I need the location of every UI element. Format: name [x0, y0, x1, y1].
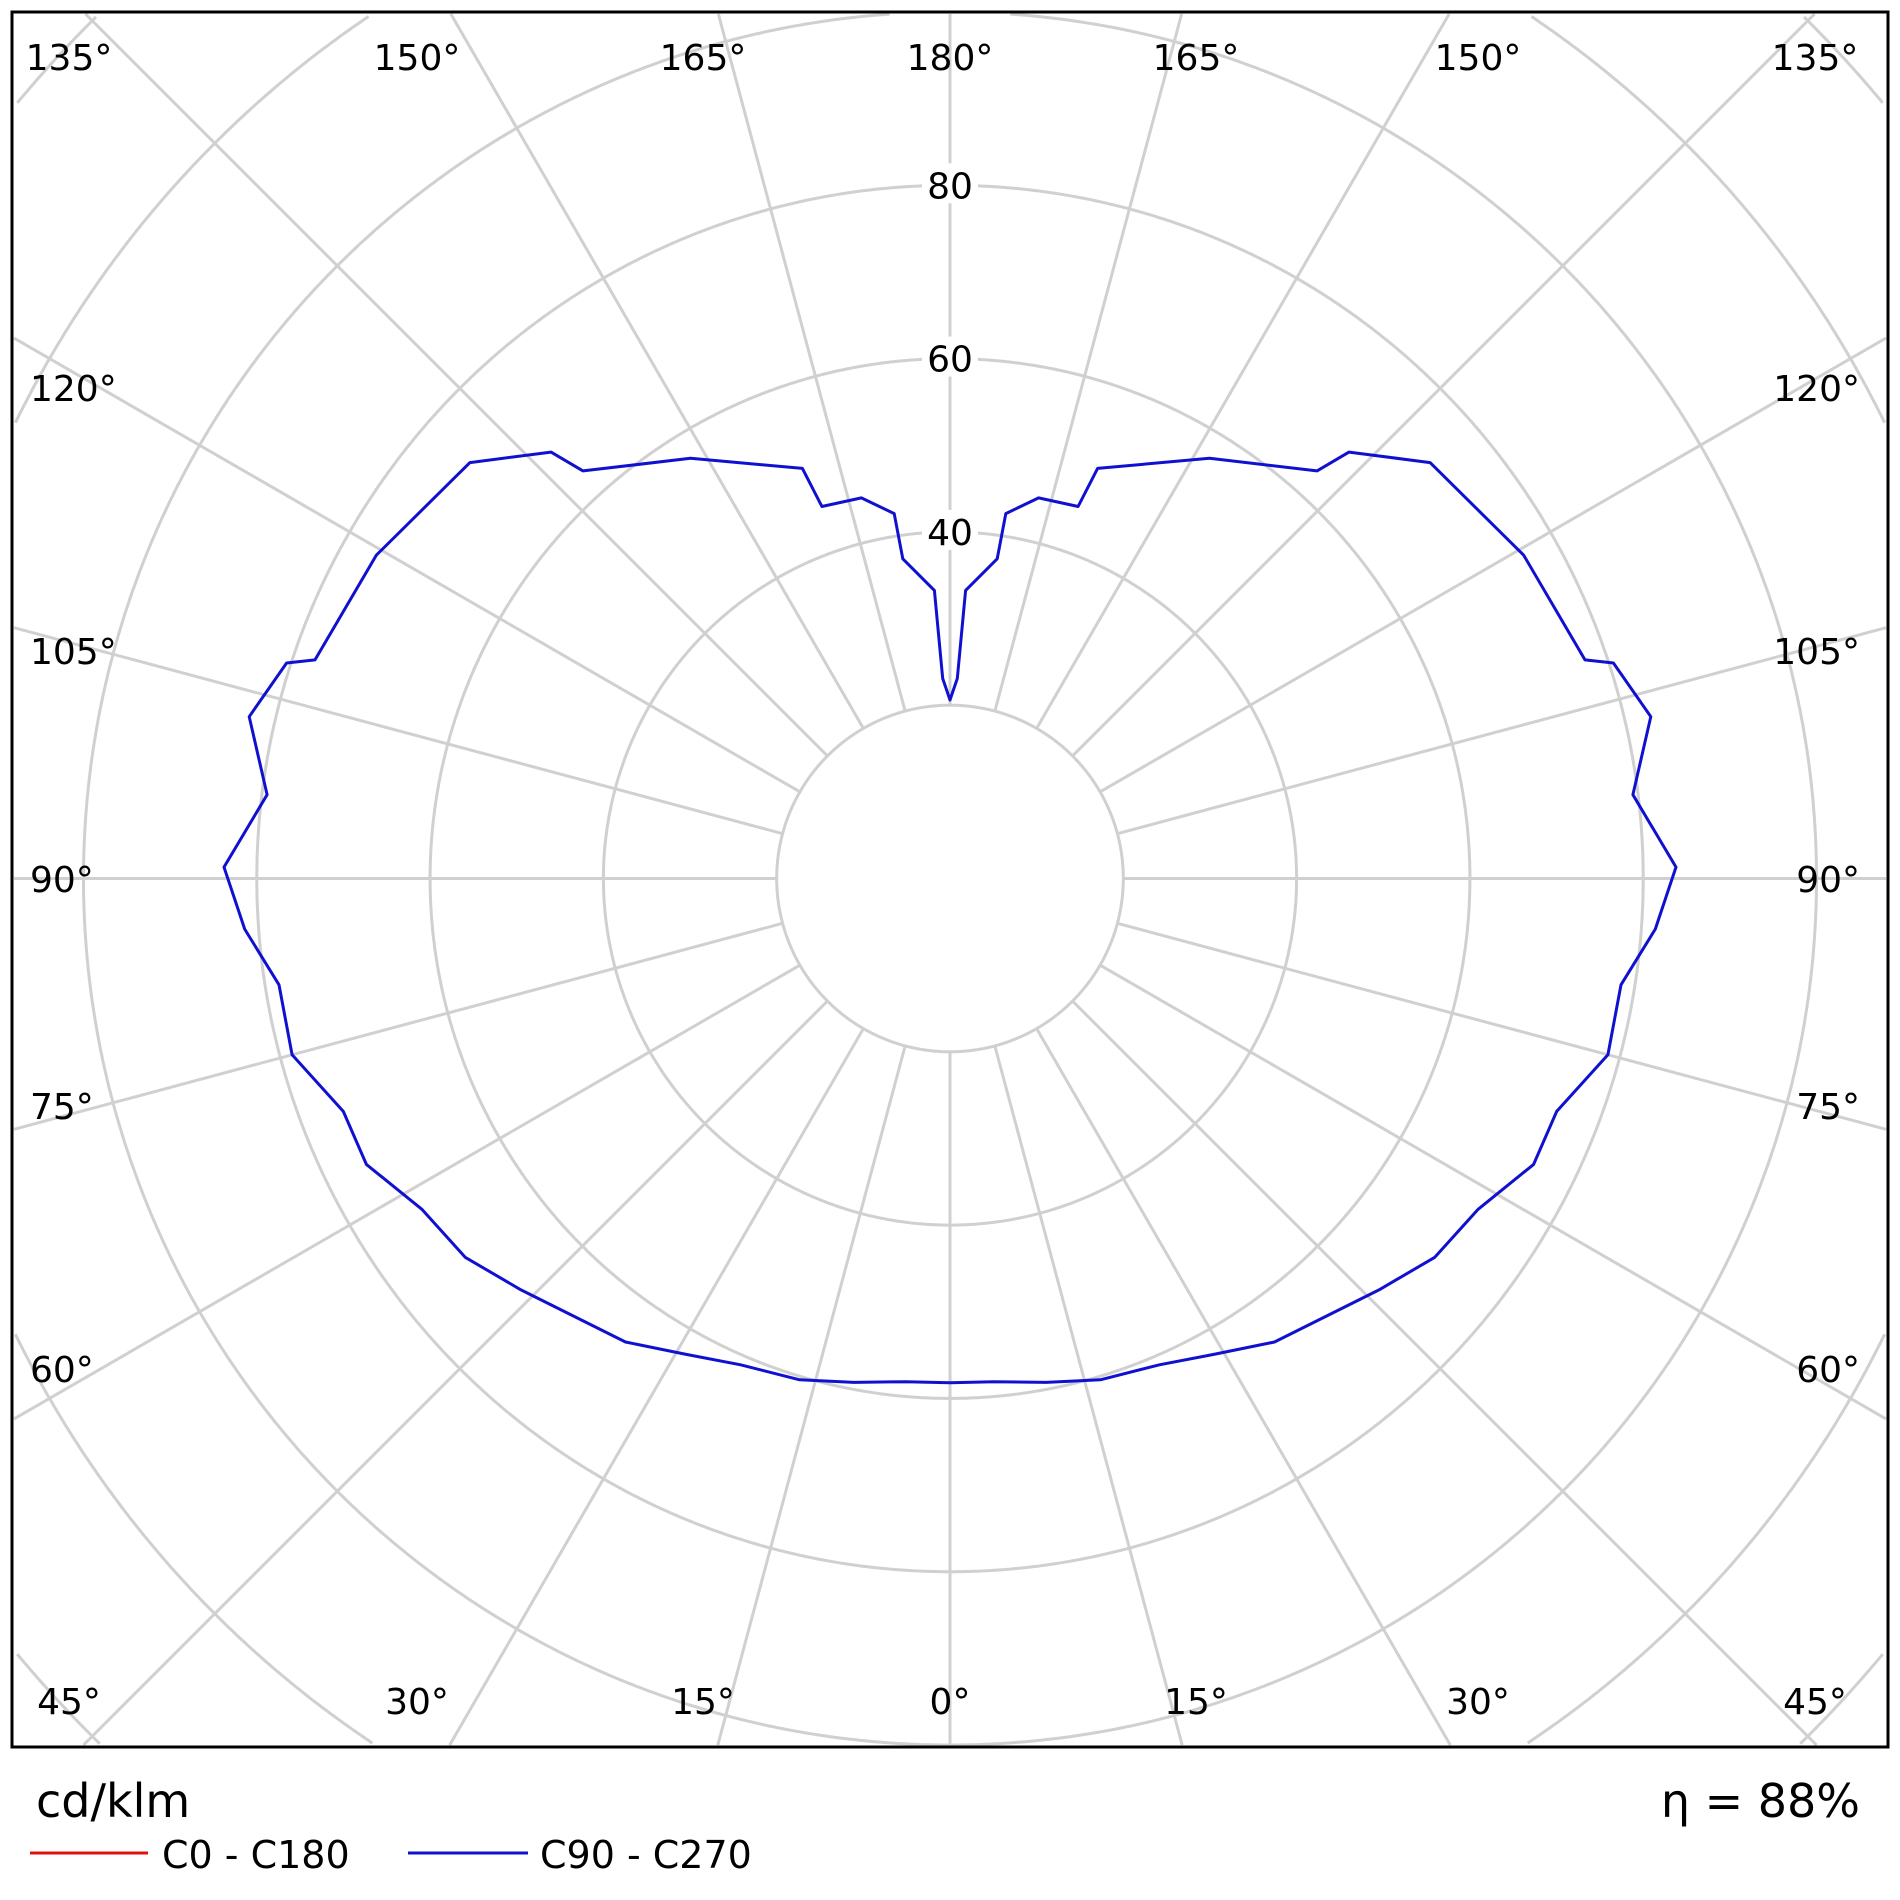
- radial-label-bg: [922, 163, 978, 204]
- grid-spoke: [84, 12, 829, 758]
- angle-label: 150°: [374, 38, 461, 79]
- grid-spoke: [1099, 336, 1887, 794]
- angle-label: 105°: [30, 632, 117, 673]
- angle-label: 90°: [30, 860, 94, 901]
- grid-ring-140: [16, 15, 1884, 1745]
- grid-spoke: [993, 13, 1184, 712]
- grid-spoke: [716, 1045, 907, 1746]
- curves: [222, 450, 1678, 1385]
- radial-label-bg: [922, 509, 978, 550]
- grid-spoke: [1035, 13, 1451, 730]
- grid-spoke: [13, 963, 801, 1421]
- angle-label: 30°: [385, 1682, 449, 1723]
- grid-ring-100: [82, 12, 1818, 1747]
- angle-label: 45°: [1783, 1682, 1847, 1723]
- radial-tick-label: 80: [927, 166, 973, 207]
- radial-tick-label: 60: [927, 340, 973, 381]
- grid-spoke: [1117, 921, 1887, 1131]
- angle-label: 0°: [930, 1682, 971, 1723]
- angle-label: 180°: [907, 38, 994, 79]
- radial-tick-label: 40: [927, 513, 973, 554]
- angle-label: 60°: [1796, 1350, 1860, 1391]
- angle-label: 75°: [1796, 1087, 1860, 1128]
- angle-label: 165°: [660, 38, 747, 79]
- grid-spoke: [82, 999, 829, 1747]
- angle-label: 105°: [1773, 632, 1860, 673]
- grid-spoke: [1099, 963, 1887, 1421]
- grid-spoke: [1071, 999, 1818, 1747]
- grid-spoke: [13, 921, 783, 1131]
- angle-label: 45°: [37, 1682, 101, 1723]
- angle-label: 30°: [1446, 1682, 1510, 1723]
- grid-spoke: [993, 1045, 1184, 1746]
- grid-spoke: [448, 1027, 865, 1746]
- grid-spoke: [1071, 12, 1816, 758]
- angle-label: 135°: [1772, 38, 1859, 79]
- angle-label: 15°: [671, 1682, 735, 1723]
- radial-label-bg: [922, 336, 978, 377]
- efficiency-label: η = 88%: [1661, 1774, 1860, 1828]
- angle-label: 135°: [26, 38, 113, 79]
- legend-label-c0-c180: C0 - C180: [162, 1833, 350, 1877]
- unit-label: cd/klm: [36, 1774, 190, 1828]
- angle-label: 120°: [30, 369, 117, 410]
- grid-spoke: [1035, 1027, 1452, 1746]
- polar-grid: [13, 12, 1887, 1747]
- grid-spoke: [449, 13, 865, 730]
- angle-label: 165°: [1153, 38, 1240, 79]
- grid-spoke: [716, 13, 907, 712]
- grid-ring-120: [14, 15, 1886, 1745]
- grid-ring-20: [775, 703, 1125, 1054]
- grid-spoke: [1117, 626, 1887, 836]
- grid-spoke: [13, 626, 783, 836]
- angle-labels: 135° 150° 165° 180° 165° 150° 135° 45° 30° 15° 0° 1…: [26, 38, 1860, 1723]
- angle-label: 150°: [1435, 38, 1522, 79]
- grid-spoke: [13, 336, 801, 794]
- series-curve-c90-c270: [222, 450, 1678, 1385]
- legend-label-c90-c270: C90 - C270: [540, 1833, 752, 1877]
- plot-frame: [10, 10, 1890, 1749]
- legend: C0 - C180 C90 - C270: [30, 1833, 752, 1877]
- angle-label: 15°: [1164, 1682, 1228, 1723]
- angle-label: 75°: [30, 1087, 94, 1128]
- radial-labels: 40 60 80: [922, 163, 978, 554]
- angle-label: 90°: [1796, 860, 1860, 901]
- angle-label: 60°: [30, 1350, 94, 1391]
- angle-label: 120°: [1773, 369, 1860, 410]
